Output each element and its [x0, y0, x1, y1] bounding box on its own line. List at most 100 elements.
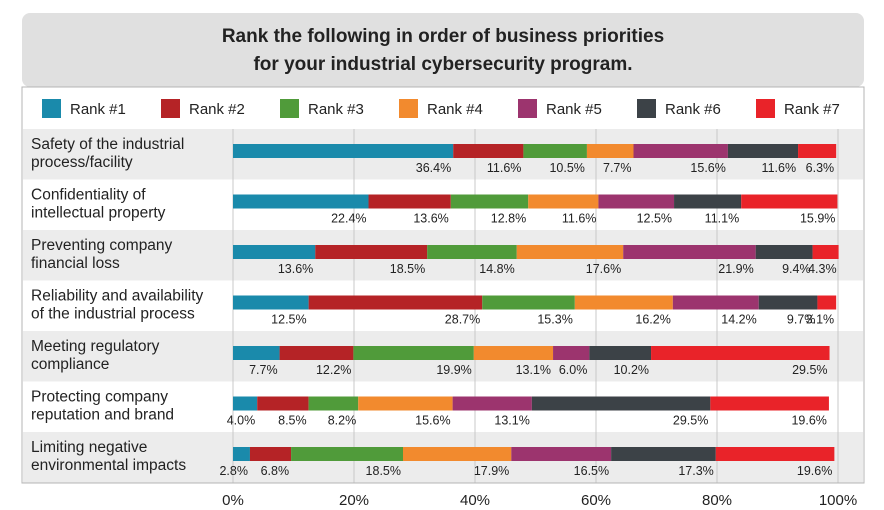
- bar-segment: [651, 346, 830, 360]
- category-label: Protecting company: [31, 389, 168, 406]
- bar-segment: [279, 346, 354, 360]
- x-tick-label: 60%: [581, 492, 611, 509]
- data-label: 12.2%: [316, 363, 351, 377]
- data-label: 12.5%: [271, 313, 306, 327]
- bar-segment: [233, 447, 250, 461]
- category-label: Meeting regulatory: [31, 338, 160, 355]
- bar-segment: [233, 144, 454, 158]
- bar-segment: [482, 295, 575, 310]
- bar-segment: [623, 245, 756, 259]
- bar-segment: [516, 245, 624, 259]
- category-label: environmental impacts: [31, 457, 186, 474]
- data-label: 15.3%: [537, 313, 572, 327]
- data-label: 22.4%: [331, 212, 366, 226]
- data-label: 19.6%: [797, 464, 832, 478]
- data-label: 16.2%: [635, 313, 670, 327]
- bar-segment: [427, 245, 517, 259]
- legend-label: Rank #6: [665, 101, 721, 118]
- data-label: 2.8%: [219, 464, 248, 478]
- bar-segment: [403, 447, 512, 461]
- bar-segment: [798, 144, 837, 158]
- bar-segment: [523, 144, 587, 158]
- data-label: 14.8%: [479, 262, 514, 276]
- bar-segment: [817, 295, 837, 310]
- bar-segment: [233, 295, 309, 310]
- data-label: 7.7%: [603, 161, 632, 175]
- data-label: 10.2%: [614, 363, 649, 377]
- data-label: 17.3%: [678, 464, 713, 478]
- bar-segment: [755, 245, 813, 259]
- x-tick-label: 0%: [222, 492, 244, 509]
- data-label: 8.5%: [278, 414, 307, 428]
- data-label: 4.0%: [227, 414, 256, 428]
- bar-segment: [315, 245, 428, 259]
- legend-swatch: [637, 99, 656, 118]
- x-tick-label: 20%: [339, 492, 369, 509]
- data-label: 6.3%: [806, 161, 835, 175]
- bar-segment: [672, 295, 759, 310]
- bar-segment: [233, 346, 280, 360]
- category-row: Safety of the industrialprocess/facility…: [31, 136, 837, 175]
- data-label: 14.2%: [721, 313, 756, 327]
- category-label: reputation and brand: [31, 407, 174, 424]
- bar-segment: [727, 144, 799, 158]
- data-label: 36.4%: [416, 161, 451, 175]
- legend-label: Rank #3: [308, 101, 364, 118]
- data-label: 4.3%: [808, 262, 837, 276]
- data-label: 11.6%: [562, 212, 597, 226]
- data-label: 9.7%: [787, 313, 816, 327]
- bar-segment: [233, 396, 258, 411]
- category-label: Reliability and availability: [31, 288, 204, 305]
- legend-label: Rank #7: [784, 101, 840, 118]
- x-tick-label: 100%: [819, 492, 857, 509]
- data-label: 6.0%: [559, 363, 588, 377]
- legend-swatch: [756, 99, 775, 118]
- bar-segment: [710, 396, 829, 411]
- legend-item: Rank #7: [756, 99, 840, 118]
- legend-swatch: [42, 99, 61, 118]
- data-label: 11.6%: [762, 161, 797, 175]
- bar-segment: [633, 144, 728, 158]
- bar-segment: [473, 346, 554, 360]
- bar-segment: [368, 194, 451, 209]
- data-label: 11.1%: [705, 212, 740, 226]
- data-label: 15.6%: [415, 414, 450, 428]
- category-label: compliance: [31, 356, 109, 373]
- legend-label: Rank #5: [546, 101, 602, 118]
- bar-segment: [353, 346, 474, 360]
- data-label: 12.8%: [491, 212, 526, 226]
- legend-swatch: [280, 99, 299, 118]
- title-line-2: for your industrial cybersecurity progra…: [253, 54, 632, 75]
- legend-item: Rank #6: [637, 99, 721, 118]
- category-label: process/facility: [31, 154, 133, 171]
- data-label: 18.5%: [366, 464, 401, 478]
- bar-segment: [812, 245, 839, 259]
- bar-segment: [358, 396, 453, 411]
- category-rows: Safety of the industrialprocess/facility…: [31, 136, 839, 478]
- bar-segment: [452, 396, 532, 411]
- data-label: 17.9%: [474, 464, 509, 478]
- data-label: 13.6%: [278, 262, 313, 276]
- category-label: Confidentiality of: [31, 187, 146, 204]
- data-label: 6.8%: [261, 464, 290, 478]
- x-axis: 0% 20% 40% 60% 80% 100%: [222, 492, 857, 509]
- data-label: 15.9%: [800, 212, 835, 226]
- bar-segment: [453, 144, 524, 158]
- data-label: 16.5%: [574, 464, 609, 478]
- category-label: of the industrial process: [31, 306, 195, 323]
- bar-segment: [233, 245, 316, 259]
- bar-segment: [589, 346, 652, 360]
- bar-segment: [528, 194, 599, 209]
- bar-segment: [511, 447, 612, 461]
- category-label: financial loss: [31, 255, 120, 272]
- data-label: 18.5%: [390, 262, 425, 276]
- bar-segment: [586, 144, 634, 158]
- data-label: 17.6%: [586, 262, 621, 276]
- data-label: 19.6%: [791, 414, 826, 428]
- legend-label: Rank #4: [427, 101, 483, 118]
- bar-segment: [674, 194, 742, 209]
- data-label: 29.5%: [792, 363, 827, 377]
